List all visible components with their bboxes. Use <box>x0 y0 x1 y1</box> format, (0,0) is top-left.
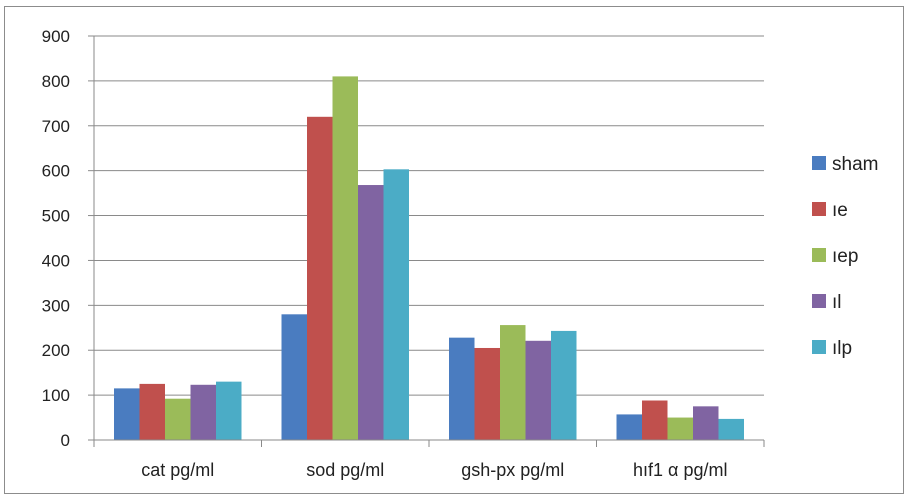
legend-label: ıl <box>832 292 842 313</box>
legend-swatch-ılp <box>812 340 826 354</box>
bar-ıe <box>139 383 165 440</box>
legend-swatch-sham <box>812 156 826 170</box>
x-category-label: hıf1 α pg/ml <box>633 460 727 480</box>
bar-ılp <box>383 169 409 440</box>
bar-sham <box>281 314 307 440</box>
bar-ılp <box>216 381 242 440</box>
bar-ılp <box>718 418 744 440</box>
y-tick-label: 0 <box>61 431 70 450</box>
legend-label: ılp <box>832 338 852 359</box>
bars <box>114 76 744 441</box>
bar-ıep <box>667 417 693 440</box>
bar-ıl <box>525 340 551 440</box>
legend-swatch-ıep <box>812 248 826 262</box>
bar-ıep <box>332 76 358 441</box>
bar-sham <box>114 388 140 440</box>
legend-label: ıep <box>832 246 858 267</box>
bar-ıe <box>474 347 500 440</box>
x-category-label: gsh-px pg/ml <box>461 460 564 480</box>
y-tick-label: 400 <box>42 251 70 270</box>
legend-label: ıe <box>832 200 848 221</box>
y-tick-label: 800 <box>42 72 70 91</box>
y-tick-label: 300 <box>42 296 70 315</box>
bar-sham <box>616 414 642 440</box>
bar-ıe <box>307 116 333 441</box>
bar-ıl <box>190 384 216 440</box>
y-tick-label: 200 <box>42 341 70 360</box>
bar-ılp <box>551 330 577 440</box>
y-tick-label: 900 <box>42 27 70 46</box>
bar-ıep <box>500 325 526 440</box>
y-tick-label: 100 <box>42 386 70 405</box>
x-category-label: sod pg/ml <box>306 460 384 480</box>
bar-ıl <box>693 406 719 440</box>
x-category-label: cat pg/ml <box>141 460 214 480</box>
axes: 0 100 200 300 400 500 600 700 800 900 cat pg/ml sod… <box>42 27 765 480</box>
gridlines <box>94 35 764 396</box>
legend-swatch-ıe <box>812 202 826 216</box>
legend-label: sham <box>832 154 878 175</box>
legend-swatch-ıl <box>812 294 826 308</box>
legend: sham ıe ıep ıl ılp <box>812 154 878 359</box>
bar-ıep <box>165 398 191 440</box>
y-tick-label: 600 <box>42 162 70 181</box>
y-tick-label: 500 <box>42 207 70 226</box>
y-tick-label: 700 <box>42 117 70 136</box>
bar-ıe <box>642 400 668 440</box>
bar-ıl <box>358 185 384 440</box>
bar-sham <box>449 337 475 440</box>
